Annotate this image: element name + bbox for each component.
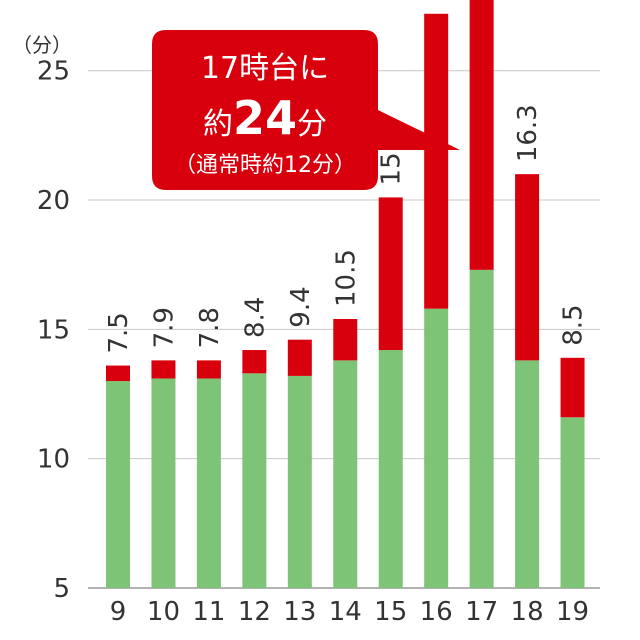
bar-segment-red xyxy=(287,339,312,376)
callout-line2-number: 24 xyxy=(233,91,297,145)
callout-line2-prefix: 約 xyxy=(203,107,233,142)
data-label: 8.5 xyxy=(559,304,589,345)
bar-segment-green xyxy=(196,378,221,588)
bar-segment-green xyxy=(333,360,358,588)
bar-segment-red xyxy=(106,365,130,382)
y-tick-label: 5 xyxy=(53,574,70,604)
data-label: 9.4 xyxy=(286,286,316,327)
bar-segment-red xyxy=(333,319,358,361)
x-tick-label: 14 xyxy=(329,597,362,627)
bar-segment-green xyxy=(469,269,494,588)
x-tick-label: 18 xyxy=(511,597,544,627)
data-label: 22.2 xyxy=(422,0,452,2)
x-tick-label: 19 xyxy=(556,597,589,627)
bar-segment-green xyxy=(106,381,130,588)
callout-line3: （通常時約12分） xyxy=(174,153,356,178)
data-label: 7.8 xyxy=(195,307,225,348)
data-label: 16.3 xyxy=(513,104,543,162)
x-tick-label: 16 xyxy=(420,597,453,627)
x-tick-label: 13 xyxy=(283,597,316,627)
x-tick-label: 15 xyxy=(374,597,407,627)
x-tick-label: 9 xyxy=(110,597,127,627)
bar-segment-green xyxy=(560,417,585,588)
y-tick-label: 25 xyxy=(37,57,70,87)
data-label: 10.5 xyxy=(331,249,361,307)
callout: 17時台に 約24分 （通常時約12分） xyxy=(152,30,460,190)
y-tick-label: 20 xyxy=(37,186,70,216)
bar-segment-red xyxy=(515,174,540,361)
data-label: 8.4 xyxy=(240,297,270,338)
bar-segment-red xyxy=(151,360,176,379)
bar-segment-red xyxy=(424,13,449,309)
bar-segment-red xyxy=(196,360,221,379)
x-tick-label: 12 xyxy=(238,597,271,627)
bar-segment-green xyxy=(242,373,267,588)
bar-segment-green xyxy=(515,360,540,588)
x-tick-label: 17 xyxy=(465,597,498,627)
y-axis-unit: （分） xyxy=(12,33,72,57)
x-tick-label: 11 xyxy=(192,597,225,627)
bars xyxy=(106,0,585,588)
bar-segment-green xyxy=(151,378,176,588)
bar-segment-red xyxy=(242,350,267,374)
bar-segment-red xyxy=(469,0,494,270)
data-labels: 7.57.97.88.49.410.515.122.223.716.38.5 xyxy=(104,0,589,354)
axes: 5 10 15 20 25 9 10 11 12 13 14 15 16 17 18 19 xyxy=(37,57,589,627)
data-label: 7.5 xyxy=(104,312,134,353)
y-tick-label: 15 xyxy=(37,315,70,345)
data-label: 7.9 xyxy=(149,307,179,348)
bar-segment-green xyxy=(424,308,449,588)
callout-line2-suffix: 分 xyxy=(297,107,327,142)
callout-bubble xyxy=(152,30,460,190)
bar-segment-red xyxy=(560,357,585,418)
x-tick-label: 10 xyxy=(147,597,180,627)
y-tick-label: 10 xyxy=(37,445,70,475)
bar-segment-red xyxy=(378,197,403,351)
callout-line2: 約24分 xyxy=(203,91,327,145)
callout-line1: 17時台に xyxy=(201,51,329,86)
bar-segment-green xyxy=(378,350,403,588)
bar-segment-green xyxy=(287,375,312,588)
